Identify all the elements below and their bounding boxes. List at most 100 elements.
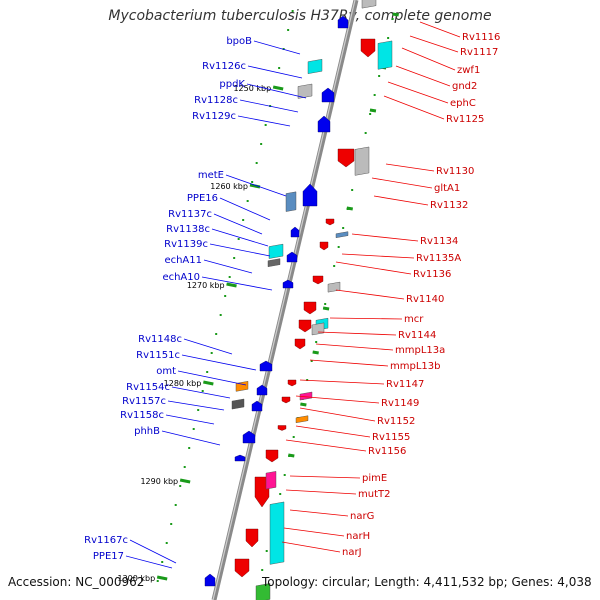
- track-dot: [156, 580, 159, 582]
- minor-tick: [346, 206, 354, 211]
- gene-label-right[interactable]: Rv1155: [372, 432, 410, 443]
- forward-cds: [204, 573, 216, 587]
- gene-label-right[interactable]: mcr: [404, 314, 424, 325]
- reverse-cds: [325, 218, 335, 226]
- gene-label-right[interactable]: narH: [346, 531, 370, 542]
- cds-block: [299, 391, 313, 401]
- gene-label-right[interactable]: Rv1149: [381, 398, 419, 409]
- forward-cds: [282, 279, 294, 289]
- forward-cds: [259, 360, 273, 372]
- gene-label-left[interactable]: metE: [198, 170, 224, 181]
- track-dot: [364, 132, 367, 134]
- gene-label-left[interactable]: phhB: [134, 426, 160, 437]
- gene-label-left[interactable]: Rv1154c: [126, 382, 170, 393]
- gene-label-right[interactable]: mutT2: [358, 489, 390, 500]
- track-dot: [246, 200, 249, 202]
- track-dot: [315, 341, 318, 343]
- track-dot: [210, 352, 213, 354]
- leader-line: [171, 386, 231, 399]
- gene-label-left[interactable]: bpoB: [226, 36, 252, 47]
- forward-cds: [234, 454, 246, 462]
- gene-label-right[interactable]: Rv1144: [398, 330, 436, 341]
- gene-label-right[interactable]: Rv1132: [430, 200, 468, 211]
- gene-label-left[interactable]: omt: [156, 366, 176, 377]
- gene-label-right[interactable]: Rv1156: [368, 446, 406, 457]
- leader-line: [371, 177, 433, 189]
- track-dot: [174, 504, 177, 506]
- gene-label-left[interactable]: Rv1158c: [120, 410, 164, 421]
- kbp-label: 1290 kbp: [140, 477, 178, 486]
- gene-label-right[interactable]: narG: [350, 511, 374, 522]
- cds-block: [335, 231, 349, 238]
- gene-label-right[interactable]: Rv1116: [462, 32, 500, 43]
- leader-line: [299, 407, 376, 422]
- kbp-tick: [226, 282, 237, 288]
- leader-line: [237, 115, 291, 127]
- gene-label-left[interactable]: Rv1129c: [192, 111, 236, 122]
- gene-label-right[interactable]: Rv1134: [420, 236, 458, 247]
- track-dot: [261, 569, 264, 571]
- gene-label-left[interactable]: Rv1128c: [194, 95, 238, 106]
- leader-line: [247, 65, 303, 79]
- track-dot: [170, 523, 173, 525]
- track-dot: [251, 181, 254, 183]
- gene-label-left[interactable]: Rv1167c: [84, 535, 128, 546]
- gene-label-left[interactable]: Rv1148c: [138, 334, 182, 345]
- gene-label-right[interactable]: Rv1130: [436, 166, 474, 177]
- gene-label-left[interactable]: ppdK: [219, 79, 245, 90]
- cds-block: [285, 191, 297, 212]
- map-title: Mycobacterium tuberculosis H37Rv, comple…: [108, 8, 492, 24]
- track-dot: [228, 276, 231, 278]
- leader-line: [329, 317, 403, 320]
- track-dot: [342, 227, 345, 229]
- reverse-cds: [298, 319, 312, 333]
- reverse-cds: [277, 425, 287, 431]
- leader-line: [167, 400, 225, 411]
- gene-label-right[interactable]: gnd2: [452, 81, 477, 92]
- gene-label-right[interactable]: Rv1125: [446, 114, 484, 125]
- leader-line: [309, 359, 389, 367]
- track-dot: [291, 10, 294, 12]
- gene-label-left[interactable]: echA10: [162, 272, 200, 283]
- reverse-cds: [245, 528, 259, 548]
- track-dot: [278, 67, 281, 69]
- track-dot: [206, 371, 209, 373]
- gene-label-right[interactable]: Rv1135A: [416, 253, 461, 264]
- cds-block: [327, 281, 341, 293]
- gene-label-left[interactable]: Rv1138c: [166, 224, 210, 235]
- forward-cds: [242, 430, 256, 444]
- gene-label-left[interactable]: echA11: [164, 255, 202, 266]
- reverse-cds: [234, 558, 250, 578]
- cds-block: [255, 583, 271, 600]
- gene-label-left[interactable]: Rv1157c: [122, 396, 166, 407]
- track-dot: [255, 162, 258, 164]
- gene-label-right[interactable]: pimE: [362, 473, 387, 484]
- gene-label-left[interactable]: PPE16: [187, 193, 218, 204]
- track-dot: [387, 37, 390, 39]
- gene-label-left[interactable]: Rv1151c: [136, 350, 180, 361]
- track-dot: [161, 561, 164, 563]
- leader-line: [335, 261, 412, 275]
- gene-label-right[interactable]: gltA1: [434, 183, 460, 194]
- gene-label-right[interactable]: Rv1147: [386, 379, 424, 390]
- gene-label-right[interactable]: Rv1117: [460, 47, 498, 58]
- reverse-cds: [265, 449, 279, 463]
- gene-label-right[interactable]: zwf1: [457, 65, 480, 76]
- gene-label-right[interactable]: Rv1152: [377, 416, 415, 427]
- gene-label-right[interactable]: Rv1140: [406, 294, 444, 305]
- leader-line: [295, 425, 371, 438]
- reverse-cds: [337, 148, 355, 168]
- gene-label-left[interactable]: PPE17: [93, 551, 124, 562]
- reverse-cds: [287, 379, 297, 387]
- track-dot: [264, 124, 267, 126]
- gene-label-right[interactable]: narJ: [342, 547, 362, 558]
- gene-label-right[interactable]: ephC: [450, 98, 476, 109]
- gene-label-right[interactable]: mmpL13a: [395, 345, 445, 356]
- gene-label-left[interactable]: Rv1139c: [164, 239, 208, 250]
- gene-label-left[interactable]: Rv1126c: [202, 61, 246, 72]
- gene-label-right[interactable]: mmpL13b: [390, 361, 440, 372]
- leader-line: [281, 541, 341, 553]
- gene-label-right[interactable]: Rv1136: [413, 269, 451, 280]
- track-dot: [310, 360, 313, 362]
- gene-label-left[interactable]: Rv1137c: [168, 209, 212, 220]
